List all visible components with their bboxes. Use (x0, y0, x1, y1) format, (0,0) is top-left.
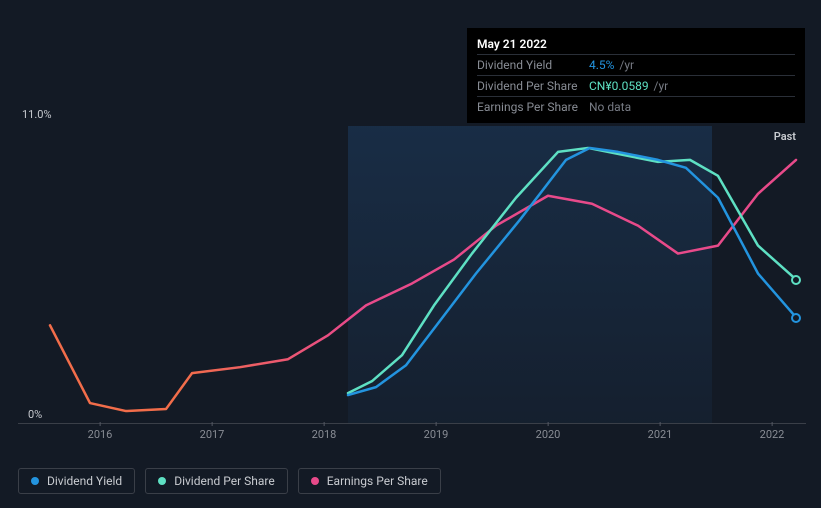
earnings-per-share-line (50, 160, 796, 411)
tooltip-row: Earnings Per ShareNo data (477, 96, 795, 117)
tooltip-row-value: CN¥0.0589 /yr (589, 79, 668, 93)
legend-label: Dividend Per Share (174, 474, 275, 488)
chart-area: 11.0% 0% Past 20162017201820192020202120… (18, 108, 806, 448)
past-label: Past (774, 130, 796, 143)
x-tick-label: 2021 (648, 428, 673, 441)
tooltip-row-value: 4.5% /yr (589, 58, 634, 72)
x-tick-label: 2019 (424, 428, 449, 441)
x-tick-label: 2016 (88, 428, 113, 441)
chart-tooltip: May 21 2022 Dividend Yield4.5% /yrDivide… (467, 28, 805, 123)
legend-item[interactable]: Earnings Per Share (298, 468, 441, 494)
tooltip-row-label: Earnings Per Share (477, 100, 589, 114)
legend-dot-icon (158, 477, 166, 485)
legend-dot-icon (31, 477, 39, 485)
legend: Dividend Yield Dividend Per Share Earnings… (18, 468, 441, 494)
tooltip-row-label: Dividend Yield (477, 58, 589, 72)
plot-region[interactable] (18, 126, 806, 424)
legend-label: Dividend Yield (47, 474, 122, 488)
legend-label: Earnings Per Share (327, 474, 428, 488)
dividend-per-share-line (348, 148, 796, 393)
tooltip-row: Dividend Per ShareCN¥0.0589 /yr (477, 75, 795, 96)
x-tick-label: 2020 (536, 428, 561, 441)
x-tick-label: 2022 (760, 428, 785, 441)
legend-dot-icon (311, 477, 319, 485)
x-axis: 2016 2017 2018 2019 2020 2021 2022 (18, 428, 806, 448)
legend-item[interactable]: Dividend Yield (18, 468, 135, 494)
tooltip-row-value: No data (589, 100, 631, 114)
chart-svg (18, 126, 806, 423)
y-axis-max-label: 11.0% (22, 108, 52, 121)
tooltip-row: Dividend Yield4.5% /yr (477, 54, 795, 75)
tooltip-row-label: Dividend Per Share (477, 79, 589, 93)
tooltip-date: May 21 2022 (477, 34, 795, 54)
legend-item[interactable]: Dividend Per Share (145, 468, 288, 494)
series-endpoint-marker (791, 275, 801, 285)
dividend-yield-line (348, 148, 796, 395)
x-tick-label: 2017 (200, 428, 225, 441)
series-endpoint-marker (791, 313, 801, 323)
x-tick-label: 2018 (312, 428, 337, 441)
